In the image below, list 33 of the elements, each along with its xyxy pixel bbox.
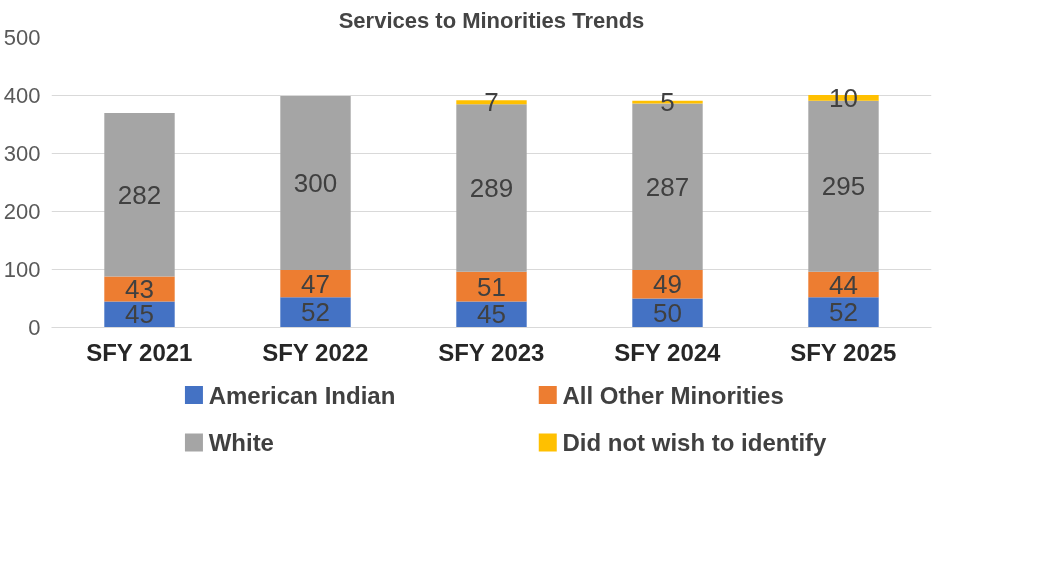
data-label: 52: [301, 297, 330, 328]
data-label: 282: [117, 179, 162, 210]
data-label: 45: [477, 299, 506, 330]
y-tick-label: 400: [3, 83, 41, 108]
y-tick-label: 100: [3, 257, 41, 282]
x-tick-label: SFY 2024: [614, 338, 722, 366]
y-tick-label: 500: [3, 25, 41, 50]
chart-title: Services to Minorities Trends: [338, 7, 645, 33]
bar: [280, 270, 351, 298]
bar: [632, 270, 703, 299]
data-label: 289: [469, 173, 514, 204]
data-label: 295: [821, 171, 866, 202]
y-tick-label: 200: [3, 199, 41, 224]
x-tick-label: SFY 2021: [86, 338, 193, 366]
data-label: 300: [293, 168, 338, 199]
data-label: 47: [301, 268, 330, 299]
bar: [280, 96, 351, 271]
y-tick-label: 0: [28, 315, 41, 340]
data-label: 52: [829, 297, 858, 328]
x-tick-label: SFY 2022: [262, 338, 369, 366]
legend-label: White: [208, 429, 274, 457]
data-label: 287: [645, 171, 690, 202]
legend-label: American Indian: [208, 381, 396, 409]
data-label: 44: [829, 269, 858, 300]
legend-label: All Other Minorities: [562, 381, 784, 409]
data-label: 50: [653, 298, 682, 328]
x-tick-label: SFY 2025: [790, 338, 897, 366]
data-label: 51: [477, 271, 506, 302]
data-label: 49: [653, 269, 682, 300]
y-tick-label: 300: [3, 141, 41, 166]
legend-label: Did not wish to identify: [562, 429, 828, 457]
x-tick-label: SFY 2023: [438, 338, 545, 366]
bar: [104, 112, 175, 277]
